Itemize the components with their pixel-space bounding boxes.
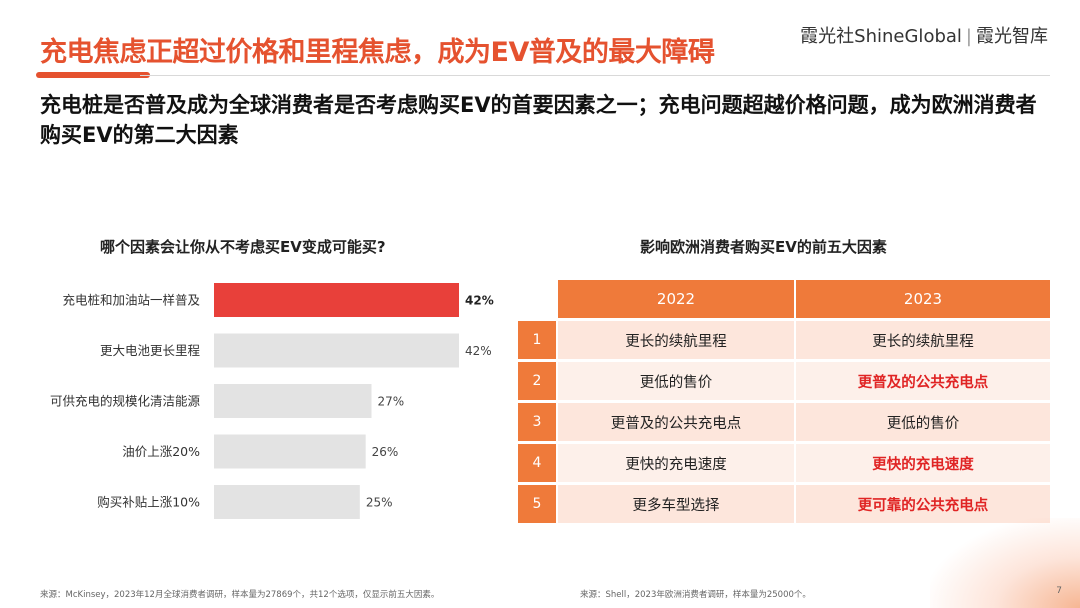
cell-2022: 更快的充电速度 <box>558 444 794 482</box>
bar-chart: 充电桩和加油站一样普及 42% 更大电池更长里程 42% 可供充电的规模化清洁能源 27%… <box>50 283 494 519</box>
cell-2023: 更低的售价 <box>796 403 1050 441</box>
cell-2022: 更长的续航里程 <box>558 321 794 359</box>
brand-think-tank: 霞光智库 <box>976 26 1048 47</box>
rank-cell: 4 <box>518 444 556 482</box>
category-label-4: 购买补贴上涨10% <box>97 495 200 510</box>
page-number: 7 <box>1056 586 1062 596</box>
bar-2 <box>214 384 372 418</box>
value-label-4: 25% <box>366 496 393 510</box>
header-2022: 2022 <box>558 280 794 318</box>
bar-0 <box>214 283 459 317</box>
header-2023: 2023 <box>796 280 1050 318</box>
category-label-2: 可供充电的规模化清洁能源 <box>50 394 201 409</box>
footnote-right: 来源：Shell，2023年欧洲消费者调研，样本量为25000个。 <box>580 590 811 600</box>
corner-decoration <box>930 518 1080 608</box>
brand-logo: 霞光社ShineGlobal | 霞光智库 <box>800 22 1048 48</box>
category-label-0: 充电桩和加油站一样普及 <box>62 293 200 308</box>
title-underline <box>36 72 150 78</box>
brand-shineglobal: 霞光社ShineGlobal <box>800 26 962 47</box>
cell-2023: 更快的充电速度 <box>796 444 1050 482</box>
footnote-left: 来源：McKinsey，2023年12月全球消费者调研，样本量为27869个，共… <box>40 590 440 600</box>
value-label-3: 26% <box>372 445 399 459</box>
rank-cell: 3 <box>518 403 556 441</box>
brand-separator: | <box>965 26 972 47</box>
value-label-0: 42% <box>465 294 494 308</box>
table-header-row: 2022 2023 <box>518 280 1050 318</box>
header-divider <box>140 75 1050 76</box>
table-row: 3 更普及的公共充电点 更低的售价 <box>518 403 1050 441</box>
chart-title: 哪个因素会让你从不考虑买EV变成可能买? <box>100 238 386 256</box>
rank-cell: 5 <box>518 485 556 523</box>
bar-3 <box>214 434 366 469</box>
value-label-1: 42% <box>465 344 492 358</box>
rank-cell: 1 <box>518 321 556 359</box>
table-row: 2 更低的售价 更普及的公共充电点 <box>518 362 1050 400</box>
table-row: 5 更多车型选择 更可靠的公共充电点 <box>518 485 1050 523</box>
bar-1 <box>214 333 459 368</box>
page-title: 充电焦虑正超过价格和里程焦虑，成为EV普及的最大障碍 <box>40 37 715 68</box>
cell-2023: 更长的续航里程 <box>796 321 1050 359</box>
subtitle: 充电桩是否普及成为全球消费者是否考虑购买EV的首要因素之一；充电问题超越价格问题… <box>40 93 1037 147</box>
cell-2023: 更普及的公共充电点 <box>796 362 1050 400</box>
cell-2023: 更可靠的公共充电点 <box>796 485 1050 523</box>
table-title: 影响欧洲消费者购买EV的前五大因素 <box>640 238 887 256</box>
cell-2022: 更多车型选择 <box>558 485 794 523</box>
cell-2022: 更普及的公共充电点 <box>558 403 794 441</box>
value-label-2: 27% <box>378 395 405 409</box>
rank-cell: 2 <box>518 362 556 400</box>
cell-2022: 更低的售价 <box>558 362 794 400</box>
category-label-3: 油价上涨20% <box>122 444 200 459</box>
table-row: 4 更快的充电速度 更快的充电速度 <box>518 444 1050 482</box>
category-label-1: 更大电池更长里程 <box>100 343 201 358</box>
table-row: 1 更长的续航里程 更长的续航里程 <box>518 321 1050 359</box>
bar-4 <box>214 485 360 519</box>
